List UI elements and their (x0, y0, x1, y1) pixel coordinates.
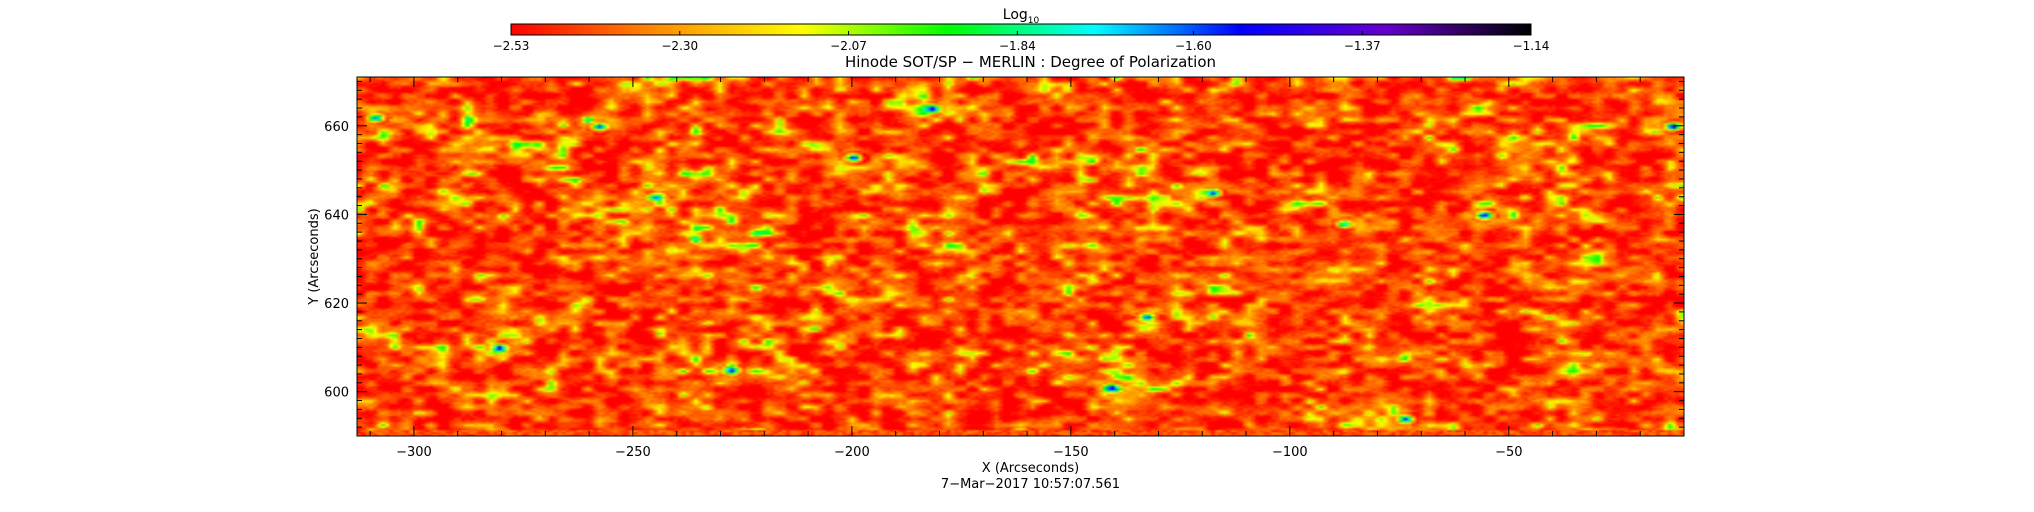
colorbar-tick-label: −2.53 (493, 39, 530, 53)
y-tick-label: 660 (324, 120, 349, 135)
x-tick-label: −300 (396, 445, 432, 460)
y-tick-label: 640 (324, 208, 349, 223)
y-tick-label: 600 (324, 386, 349, 401)
y-tick-label: 620 (324, 297, 349, 312)
timestamp: 7−Mar−2017 10:57:07.561 (941, 477, 1120, 492)
colorbar-tick-label: −2.07 (830, 39, 867, 53)
colorbar-gradient (510, 23, 1532, 36)
colorbar-tick-label: −1.60 (1175, 39, 1212, 53)
x-tick-label: −50 (1495, 445, 1522, 460)
plot-frame (356, 76, 1685, 437)
y-axis-label: Y (Arcseconds) (307, 208, 322, 305)
x-axis-label: X (Arcseconds) (982, 461, 1079, 476)
colorbar-tick-label: −1.84 (999, 39, 1036, 53)
x-tick-label: −150 (1053, 445, 1089, 460)
heatmap-image (357, 77, 1684, 436)
colorbar-label: Log10 (1003, 7, 1040, 26)
colorbar-tick-label: −1.14 (1513, 39, 1550, 53)
axis-ticks: −300 −250 −200 −150 −100 −50 600 620 640 660 (324, 77, 1685, 460)
colorbar-tick-label: −1.37 (1344, 39, 1381, 53)
colorbar-ticks: −2.53 −2.30 −2.07 −1.84 −1.60 −1.37 −1.14 (493, 31, 1550, 53)
chart-title: Hinode SOT/SP − MERLIN : Degree of Polar… (845, 53, 1216, 71)
colorbar-tick-label: −2.30 (661, 39, 698, 53)
heatmap-area (356, 76, 1685, 437)
colorbar: Log10 −2.53 −2.30 −2.07 −1.84 −1.60 −1.37 −1.1… (493, 7, 1550, 53)
x-tick-label: −250 (615, 445, 651, 460)
x-tick-label: −200 (834, 445, 870, 460)
x-tick-label: −100 (1272, 445, 1308, 460)
